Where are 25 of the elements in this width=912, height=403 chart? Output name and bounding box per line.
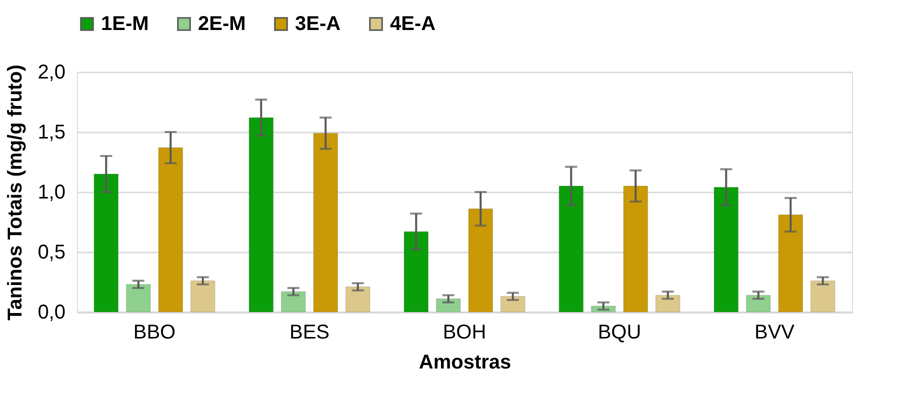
bar bbox=[656, 294, 680, 312]
bar bbox=[126, 284, 151, 312]
legend-label: 4E-A bbox=[390, 13, 436, 35]
x-tick-label: BVV bbox=[754, 322, 796, 344]
legend-label: 2E-M bbox=[198, 13, 246, 35]
x-tick-label: BBO bbox=[133, 322, 176, 344]
x-tick-label: BQU bbox=[598, 322, 642, 344]
x-tick-label: BOH bbox=[442, 322, 486, 344]
bar bbox=[500, 296, 526, 312]
y-tick-label: 2,0 bbox=[38, 62, 66, 84]
legend-label: 3E-A bbox=[295, 13, 341, 35]
bar bbox=[190, 280, 216, 312]
bar bbox=[281, 291, 306, 312]
bar bbox=[346, 286, 370, 312]
y-tick-label: 1,0 bbox=[38, 182, 66, 204]
x-axis-title: Amostras bbox=[418, 352, 512, 374]
bar bbox=[436, 298, 461, 312]
x-tick-label: BES bbox=[289, 322, 330, 344]
y-tick-label: 0,0 bbox=[38, 302, 66, 324]
bar bbox=[810, 280, 836, 312]
legend-label: 1E-M bbox=[101, 13, 149, 35]
y-tick-label: 0,5 bbox=[38, 242, 66, 264]
y-tick-label: 1,5 bbox=[38, 122, 66, 144]
y-axis-title: Taninos Totais (mg/g fruto) bbox=[4, 64, 27, 320]
bar bbox=[746, 294, 771, 312]
